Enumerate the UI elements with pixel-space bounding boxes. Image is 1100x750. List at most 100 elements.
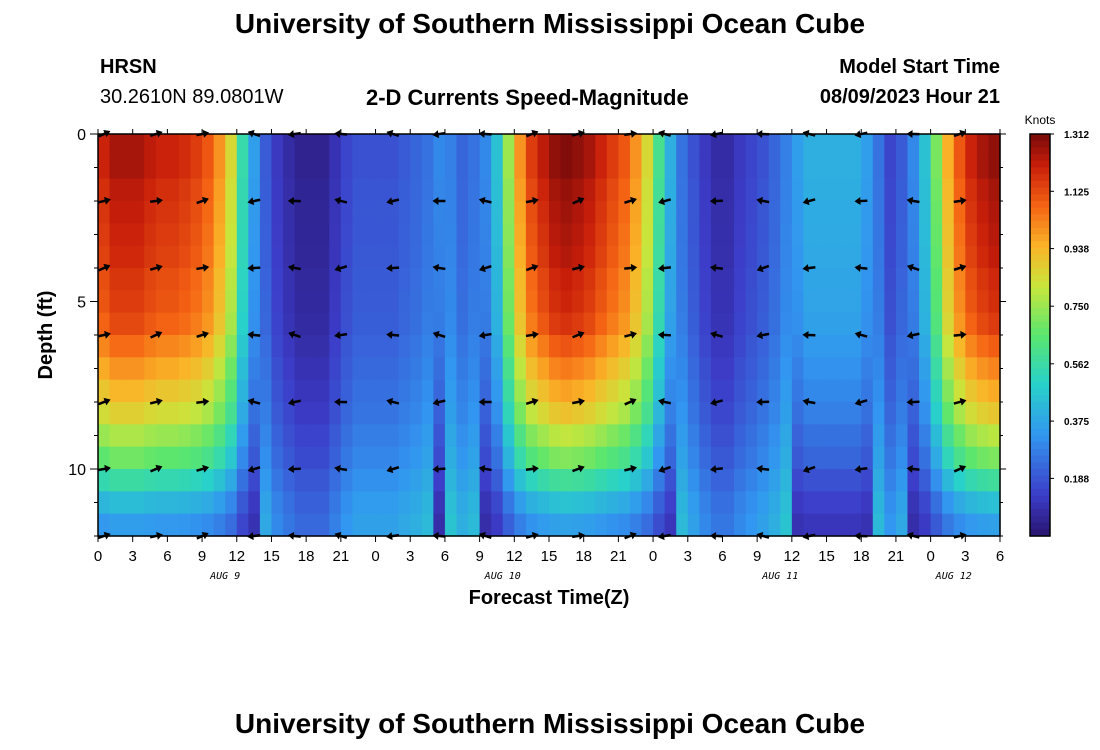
heatmap-cell bbox=[109, 402, 122, 425]
heatmap-cell bbox=[456, 446, 469, 470]
heatmap-cell bbox=[687, 268, 700, 291]
heatmap-cell bbox=[814, 201, 828, 224]
heatmap-cell bbox=[583, 491, 596, 515]
heatmap-cell bbox=[306, 446, 319, 470]
heatmap-cell bbox=[676, 245, 689, 269]
heatmap-cell bbox=[410, 268, 423, 291]
heatmap-cell bbox=[838, 268, 851, 291]
heatmap-cell bbox=[340, 134, 354, 157]
heatmap-cell bbox=[942, 469, 955, 492]
current-arrow bbox=[906, 464, 920, 473]
x-tick-label: 0 bbox=[649, 548, 657, 565]
heatmap-cell bbox=[387, 134, 400, 157]
heatmap-cell bbox=[259, 312, 273, 336]
heatmap-cell bbox=[560, 446, 573, 470]
heatmap-cell bbox=[953, 379, 966, 403]
heatmap-cell bbox=[895, 469, 909, 492]
heatmap-cell bbox=[861, 312, 874, 336]
heatmap-cell bbox=[375, 134, 388, 157]
heatmap-cell bbox=[664, 201, 677, 224]
heatmap-cell bbox=[560, 201, 573, 224]
heatmap-cell bbox=[155, 178, 168, 202]
heatmap-cell bbox=[444, 201, 458, 224]
heatmap-cell bbox=[641, 223, 654, 247]
heatmap-cell bbox=[780, 469, 793, 492]
heatmap-cell bbox=[537, 156, 550, 180]
current-arrow bbox=[709, 465, 723, 474]
heatmap-cell bbox=[144, 335, 157, 358]
heatmap-cell bbox=[560, 402, 573, 425]
heatmap-cell bbox=[491, 469, 504, 492]
heatmap-cell bbox=[641, 156, 654, 180]
x-tick-label: 15 bbox=[541, 548, 558, 565]
heatmap-cell bbox=[907, 223, 920, 247]
heatmap-cell bbox=[410, 446, 423, 470]
heatmap-cell bbox=[248, 402, 261, 425]
heatmap-cell bbox=[502, 402, 515, 425]
heatmap-cell bbox=[317, 223, 330, 247]
colorbar-segment bbox=[1030, 341, 1050, 349]
heatmap-cell bbox=[618, 357, 631, 381]
heatmap-cell bbox=[271, 245, 284, 269]
current-arrow bbox=[386, 465, 400, 474]
heatmap-cell bbox=[202, 223, 215, 247]
current-arrow bbox=[386, 330, 400, 339]
heatmap-cell bbox=[468, 335, 481, 358]
heatmap-cell bbox=[329, 446, 342, 470]
heatmap-cell bbox=[479, 491, 492, 515]
colorbar-segment bbox=[1030, 402, 1050, 410]
heatmap-cell bbox=[734, 223, 747, 247]
heatmap-cell bbox=[653, 491, 666, 515]
heatmap-cell bbox=[456, 201, 469, 224]
heatmap-cell bbox=[317, 134, 330, 157]
heatmap-cell bbox=[410, 335, 423, 358]
heatmap-cell bbox=[248, 469, 261, 492]
heatmap-cell bbox=[225, 424, 238, 448]
colorbar-segment bbox=[1030, 254, 1050, 262]
heatmap-cell bbox=[433, 513, 446, 537]
current-arrow bbox=[386, 197, 400, 206]
heatmap-cell bbox=[641, 268, 654, 291]
heatmap-cell bbox=[259, 491, 273, 515]
heatmap-cell bbox=[629, 156, 643, 180]
heatmap-cell bbox=[572, 513, 585, 537]
heatmap-cell bbox=[884, 290, 897, 314]
heatmap-cell bbox=[375, 156, 388, 180]
heatmap-cell bbox=[549, 156, 562, 180]
current-arrow bbox=[802, 465, 816, 474]
colorbar-tick-label: 1.312 bbox=[1064, 130, 1089, 141]
heatmap-cell bbox=[641, 134, 654, 157]
heatmap-cell bbox=[421, 357, 434, 381]
heatmap-cell bbox=[352, 491, 365, 515]
heatmap-cell bbox=[387, 469, 400, 492]
heatmap-cell bbox=[710, 379, 724, 403]
heatmap-cell bbox=[780, 513, 793, 537]
heatmap-cell bbox=[919, 268, 932, 291]
heatmap-cell bbox=[387, 513, 400, 537]
heatmap-cell bbox=[734, 156, 747, 180]
heatmap-cell bbox=[676, 156, 689, 180]
heatmap-cell bbox=[525, 446, 539, 470]
heatmap-cell bbox=[710, 357, 724, 381]
heatmap-cell bbox=[687, 290, 700, 314]
heatmap-cell bbox=[236, 223, 249, 247]
heatmap-cell bbox=[803, 201, 816, 224]
heatmap-cell bbox=[757, 156, 770, 180]
current-arrow bbox=[432, 398, 446, 407]
x-tick-label: 3 bbox=[406, 548, 414, 565]
heatmap-cell bbox=[803, 424, 816, 448]
heatmap-cell bbox=[884, 223, 897, 247]
heatmap-cell bbox=[664, 402, 677, 425]
x-tick-label: 15 bbox=[263, 548, 280, 565]
heatmap-cell bbox=[98, 201, 111, 224]
heatmap-cell bbox=[699, 223, 712, 247]
heatmap-cell bbox=[190, 312, 203, 336]
heatmap-cell bbox=[687, 446, 700, 470]
heatmap-cell bbox=[595, 245, 608, 269]
heatmap-cell bbox=[283, 178, 296, 202]
heatmap-cell bbox=[572, 134, 585, 157]
heatmap-cell bbox=[271, 134, 284, 157]
heatmap-cell bbox=[861, 223, 874, 247]
heatmap-cell bbox=[884, 491, 897, 515]
heatmap-cell bbox=[259, 290, 273, 314]
